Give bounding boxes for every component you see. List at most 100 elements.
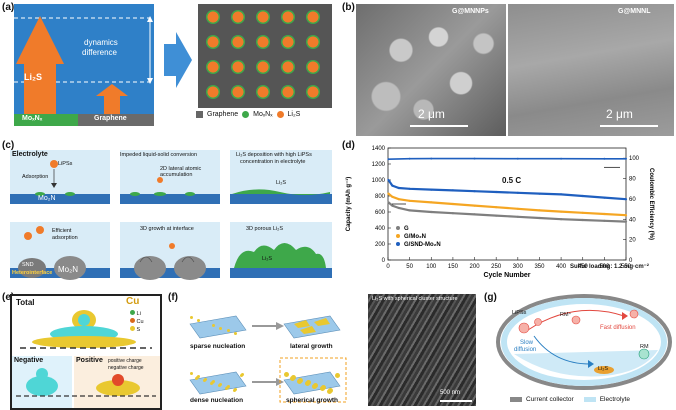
panel-c-label: (c) (2, 140, 15, 151)
legend-marker (396, 242, 400, 246)
panel-e-label: (e) (2, 292, 15, 303)
note-1: positive charge (108, 358, 142, 364)
dynamics-text-2: difference (82, 48, 117, 57)
adsorption-label: Adsorption (22, 174, 49, 180)
series-point (581, 194, 584, 198)
series-point (387, 178, 390, 182)
series-point (387, 192, 390, 195)
nucleation-scheme (189, 315, 347, 403)
capacity-chart: 0 50 100 150 200 250 300 350 400 450 500 5500200400… (345, 146, 654, 279)
series-point (391, 195, 394, 198)
y2-tick-label: 40 (629, 217, 636, 223)
negative-label: Negative (14, 357, 44, 364)
series-point (473, 204, 476, 207)
series-point (624, 198, 628, 201)
nucleus-dot (197, 319, 200, 322)
scalebar-left (410, 125, 468, 127)
cu-dot-icon (130, 318, 135, 323)
x-tick-label: 0 (386, 264, 390, 270)
y2-tick-label: 0 (629, 258, 633, 264)
x-tick-label: 350 (534, 264, 545, 270)
series-point (495, 214, 498, 217)
y-axis-label: Capacity (mAh g⁻¹) (345, 177, 352, 232)
ce-point (603, 157, 606, 160)
efficient-label-2: adsorption (52, 235, 78, 241)
x-tick-label: 200 (470, 264, 481, 270)
nucleus-dot (203, 379, 206, 382)
series-point (451, 202, 455, 206)
series-point (581, 211, 584, 214)
nucleus-dot (335, 373, 340, 378)
y-tick-label: 1400 (372, 146, 386, 152)
base-left (14, 114, 78, 126)
total-label: Total (16, 298, 35, 307)
note-2: negative charge (108, 365, 144, 371)
series-line-1 (387, 192, 627, 217)
transform-arrow (164, 32, 192, 88)
series-point (538, 192, 541, 195)
li2s-particle (281, 35, 295, 49)
spherical-label: spherical growth (286, 397, 339, 404)
mo2n-bottom-label: Mo₂N (58, 265, 78, 274)
g-li2s-label: Li₂S (598, 366, 609, 372)
deposition-label-1: Li₂S deposition with high LiPSs (236, 152, 312, 158)
li2s-top-label: Li₂S (276, 180, 287, 186)
panel-b-label: (b) (342, 2, 355, 13)
li2s-particle (256, 60, 270, 74)
moxnx-dot-icon (242, 111, 250, 118)
positive-label: Positive (76, 357, 103, 364)
ce-point (408, 157, 411, 160)
li2s-particle (231, 85, 245, 99)
li2s-particle (306, 10, 320, 24)
panel-a-legend: Graphene MoₓNₓ Li₂S (196, 111, 300, 118)
li-dot-icon (130, 310, 135, 315)
mo2n-top-label: Mo₂N (38, 195, 56, 202)
nucleus-dot (312, 384, 317, 389)
dynamics-text-1: dynamics (84, 38, 118, 47)
legend-graphene: Graphene (207, 111, 239, 118)
base-right-label: Graphene (94, 115, 127, 122)
y-tick-label: 1200 (372, 162, 386, 168)
legend-marker (396, 234, 400, 238)
li2s-bottom-label: Li₂S (262, 256, 273, 262)
series-point (495, 190, 498, 194)
scalebar-right (600, 125, 658, 127)
legend-label: G/SND-Mo₂N (404, 242, 441, 248)
series-point (538, 209, 541, 212)
legend-li2s: Li₂S (287, 111, 301, 118)
legend-moxnx: MoₓNₓ (253, 111, 273, 118)
nucleus-dot (240, 374, 243, 377)
rate-label: 0.5 C (502, 176, 522, 185)
series-point (473, 213, 476, 216)
li2s-particle (256, 35, 270, 49)
scalebar-f (440, 400, 472, 402)
y2-tick-label: 80 (629, 177, 636, 183)
lateral-label: 2D lateral atomic accumulation (160, 166, 202, 178)
series-point (603, 219, 606, 222)
series-point (559, 193, 563, 196)
ce-point (516, 157, 519, 160)
x-tick-label: 150 (448, 264, 459, 270)
nucleus-dot (195, 377, 198, 380)
x-tick-label: 500 (599, 264, 610, 270)
nucleus-dot (233, 389, 236, 392)
nucleus-dot (212, 324, 215, 327)
lateral-growth-label: lateral growth (290, 343, 333, 350)
series-point (495, 206, 498, 209)
sparse-dots (190, 316, 246, 338)
snd-label: SND (22, 262, 34, 268)
g-legend: Current collector Electrolyte (510, 396, 630, 403)
panel-a-label: (a) (2, 2, 15, 13)
li2s-particle (256, 85, 270, 99)
nucleus-dot (210, 382, 213, 385)
sparse-label: sparse nucleation (190, 343, 246, 350)
g-rm-label: RM (640, 344, 649, 350)
series-point (473, 190, 476, 193)
base-right (78, 114, 154, 126)
series-point (538, 216, 541, 220)
series-point (408, 209, 411, 212)
series-point (516, 207, 519, 210)
y-tick-label: 200 (375, 242, 386, 248)
efficient-label-1: Efficient (52, 228, 72, 234)
y-tick-label: 1000 (372, 178, 386, 184)
